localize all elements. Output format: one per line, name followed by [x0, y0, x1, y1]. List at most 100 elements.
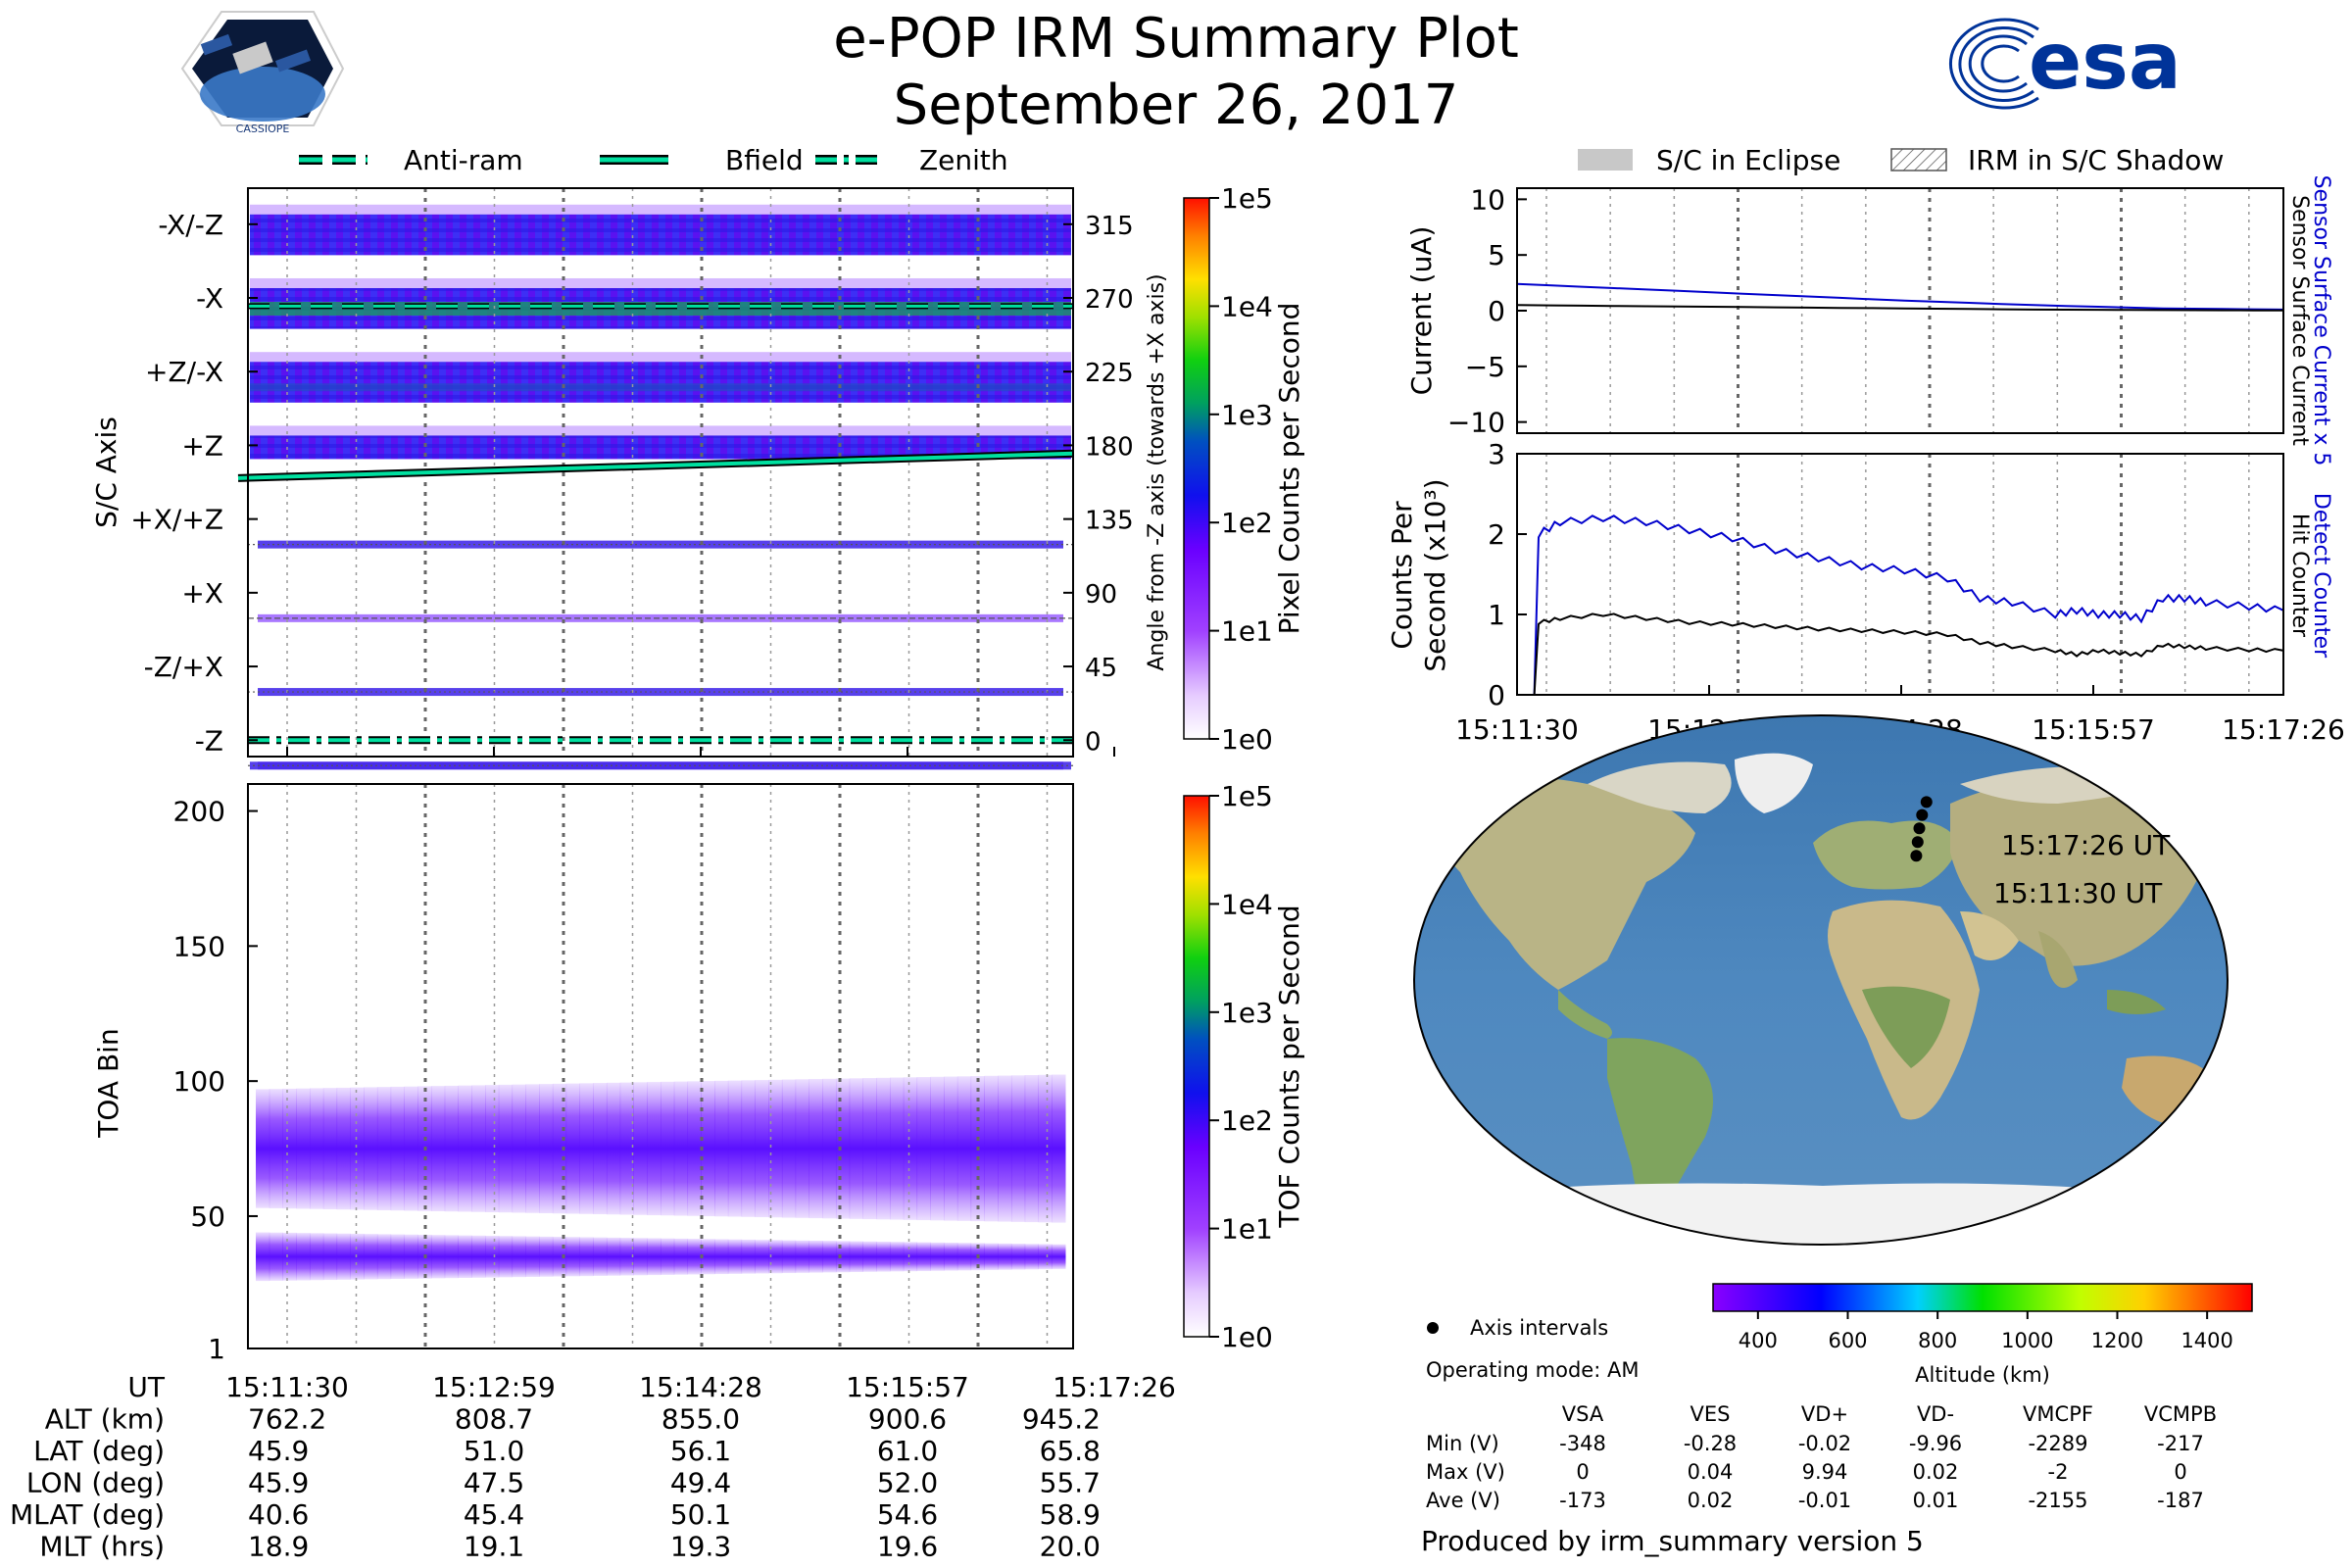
tof-band-cell — [458, 1085, 472, 1212]
voltage-cell: 0 — [2174, 1460, 2186, 1484]
pixel-spectrogram: -X/-Z -X +Z/-X +Z +X/+Z +X -Z/+X -Z 315 270 225 18… — [90, 187, 1169, 770]
tof-band-cell — [755, 1080, 769, 1218]
tof-band-cell — [376, 1087, 392, 1210]
tof-band-cell — [862, 1241, 877, 1272]
tof-band-cell — [916, 1242, 931, 1271]
tof-band-cell — [552, 1083, 567, 1214]
tof-band-cell — [673, 1238, 689, 1275]
counts-x-tick-label: 15:17:26 — [2222, 713, 2345, 746]
colorbar-tick-label: 1e0 — [1221, 1321, 1273, 1353]
tof-band-cell — [835, 1241, 851, 1273]
tof-band-cell — [795, 1079, 809, 1218]
tof-colorbar-label: TOF Counts per Second — [1273, 905, 1305, 1228]
tof-band-cell — [808, 1240, 823, 1273]
tof-band-cell — [633, 1238, 648, 1276]
ephemeris-cell: 18.9 — [248, 1531, 309, 1563]
pixel-angle-tick: 180 — [1085, 432, 1134, 462]
series-sensor-surface-current — [1516, 304, 2284, 312]
altitude-label: Altitude (km) — [1915, 1363, 2050, 1387]
track-point — [1920, 796, 1933, 808]
pixel-angle-tick: 45 — [1085, 654, 1117, 683]
axis-intervals-label: Axis intervals — [1470, 1316, 1608, 1340]
tof-band-cell — [701, 1239, 715, 1275]
tof-band-cell — [944, 1076, 958, 1221]
tof-band-cell — [350, 1087, 365, 1210]
tof-y-tick-label: 1 — [208, 1333, 225, 1365]
counts-right-label-blue: Detect Counter — [2309, 493, 2333, 659]
pixel-axis-label: +Z/-X — [145, 356, 223, 388]
altitude-colorbar: 400 600 800 1000 1200 1400 Altitude (km) — [1712, 1283, 2253, 1387]
tof-band-cell — [1024, 1075, 1039, 1223]
line-y-tick-label: 10 — [1470, 183, 1505, 216]
voltage-cell: -9.96 — [1909, 1432, 1962, 1455]
tof-band-cell — [485, 1236, 500, 1278]
tof-band-cell — [471, 1085, 486, 1212]
tof-band-cell — [727, 1239, 743, 1274]
voltage-column-header: VES — [1690, 1402, 1731, 1426]
colorbar-tick-label: 1e1 — [1221, 615, 1273, 648]
ephemeris-cell: 58.9 — [1040, 1498, 1101, 1531]
ephemeris-row-label: ALT (km) — [45, 1403, 165, 1436]
track-point — [1910, 850, 1923, 862]
tof-frame — [247, 783, 1074, 1349]
tof-band-cell — [1010, 1075, 1026, 1222]
tof-band-cell — [282, 1232, 297, 1281]
voltage-cell: 0 — [1576, 1460, 1589, 1484]
colorbar-tick-label: 1e5 — [1221, 780, 1273, 812]
colorbar-tick-label: 1e5 — [1221, 182, 1273, 215]
voltage-cell: 0.02 — [1688, 1489, 1734, 1512]
tof-band-cell — [1052, 1074, 1066, 1223]
tof-band-cell — [998, 1243, 1012, 1270]
ephemeris-cell: 40.6 — [248, 1498, 309, 1531]
tof-band-cell — [930, 1242, 945, 1271]
pixel-band-fringe — [250, 352, 1071, 363]
tof-band-cell — [661, 1081, 675, 1216]
tof-band-cell — [296, 1233, 311, 1281]
voltage-cell: -2289 — [2028, 1432, 2087, 1455]
voltage-column-header: VD+ — [1801, 1402, 1848, 1426]
tof-band-cell — [984, 1075, 999, 1222]
ephemeris-cell: 61.0 — [877, 1435, 938, 1467]
ephemeris-cell: 15:15:57 — [846, 1371, 969, 1403]
colorbar-tick-label: 1e3 — [1221, 997, 1273, 1029]
current-series — [1516, 282, 2284, 312]
voltage-column-header: VMCPF — [2023, 1402, 2093, 1426]
pixel-axis-right: 315 270 225 180 135 90 45 0 — [1063, 212, 1134, 757]
line-y-tick-label: −10 — [1447, 407, 1505, 439]
tof-band-cell — [862, 1078, 877, 1220]
voltage-cell: -348 — [1559, 1432, 1606, 1455]
tof-band-cell — [364, 1087, 378, 1210]
ephemeris-cell: 900.6 — [868, 1403, 947, 1436]
counts-y-title-line1: Counts Per — [1386, 501, 1418, 650]
colorbar-tick-label: 1e4 — [1221, 290, 1273, 322]
tof-band-cell — [741, 1239, 756, 1274]
tof-band-cell — [539, 1236, 554, 1277]
tof-band-cell — [336, 1087, 351, 1210]
orbit-track — [1910, 796, 1933, 862]
altitude-tick-label: 1200 — [2091, 1329, 2143, 1352]
tof-band-cell — [647, 1082, 662, 1216]
world-map: 15:17:26 UT 15:11:30 UT — [1413, 714, 2229, 1246]
tof-bands — [256, 1074, 1066, 1282]
altitude-tick-label: 400 — [1739, 1329, 1778, 1352]
pixel-band-high — [250, 383, 1071, 392]
pixel-direction-lines — [237, 303, 1074, 745]
series-sensor-surface-current-x-5 — [1516, 282, 2284, 311]
tof-band-cell — [606, 1082, 621, 1215]
tof-band-cell — [322, 1088, 338, 1209]
ephemeris-cell: 45.9 — [248, 1467, 309, 1499]
pixel-axis-label: -X/-Z — [158, 209, 223, 241]
voltage-cell: 0.02 — [1913, 1460, 1959, 1484]
pixel-band-fringe — [250, 425, 1071, 436]
tof-band-cell — [890, 1077, 905, 1220]
voltage-column-header: VSA — [1562, 1402, 1604, 1426]
cassiope-logo-text: CASSIOPE — [236, 122, 290, 135]
ephemeris-cell: 56.1 — [670, 1435, 731, 1467]
tof-band-cell — [956, 1243, 972, 1271]
track-point — [1916, 808, 1929, 821]
tof-y-tick-label: 50 — [190, 1200, 225, 1233]
line-y-tick-label: 3 — [1488, 438, 1505, 470]
pixel-band-thin — [258, 613, 1063, 622]
current-plot: 10 5 0 −5 −10 Current (uA) Sensor Surface Cu… — [1405, 175, 2333, 466]
bfield-line — [237, 451, 1074, 480]
